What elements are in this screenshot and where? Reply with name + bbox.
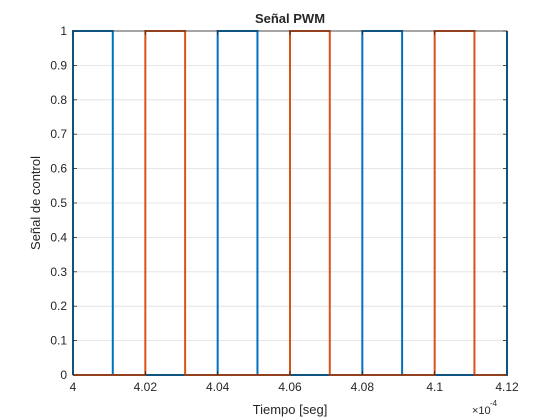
y-tick-label: 0 [60, 368, 67, 382]
y-axis-label: Señal de control [28, 156, 43, 250]
x-axis-label: Tiempo [seg] [253, 402, 328, 417]
x-multiplier: ×10 [472, 405, 491, 417]
x-tick-label: 4.08 [351, 380, 375, 394]
x-tick-label: 4.02 [134, 380, 158, 394]
y-tick-label: 0.1 [50, 334, 67, 348]
x-tick-label: 4 [70, 380, 77, 394]
chart-title: Señal PWM [255, 11, 325, 26]
x-multiplier-exponent: -4 [490, 399, 498, 408]
y-tick-label: 0.5 [50, 196, 67, 210]
y-tick-label: 0.9 [50, 58, 67, 72]
y-tick-label: 1 [60, 24, 67, 38]
x-tick-label: 4.1 [426, 380, 443, 394]
y-tick-label: 0.2 [50, 299, 67, 313]
y-tick-label: 0.3 [50, 265, 67, 279]
y-tick-label: 0.6 [50, 162, 67, 176]
x-tick-label: 4.04 [206, 380, 230, 394]
x-tick-label: 4.06 [278, 380, 302, 394]
y-tick-label: 0.4 [50, 230, 67, 244]
ticks: 4 4.02 4.04 4.06 4.08 4.1 4.12 0 0.1 0.2 0.3 0.4 0.5… [50, 24, 519, 394]
series-1-line [72, 30, 508, 376]
x-tick-label: 4.12 [495, 380, 519, 394]
y-tick-label: 0.8 [50, 93, 67, 107]
y-tick-label: 0.7 [50, 127, 67, 141]
